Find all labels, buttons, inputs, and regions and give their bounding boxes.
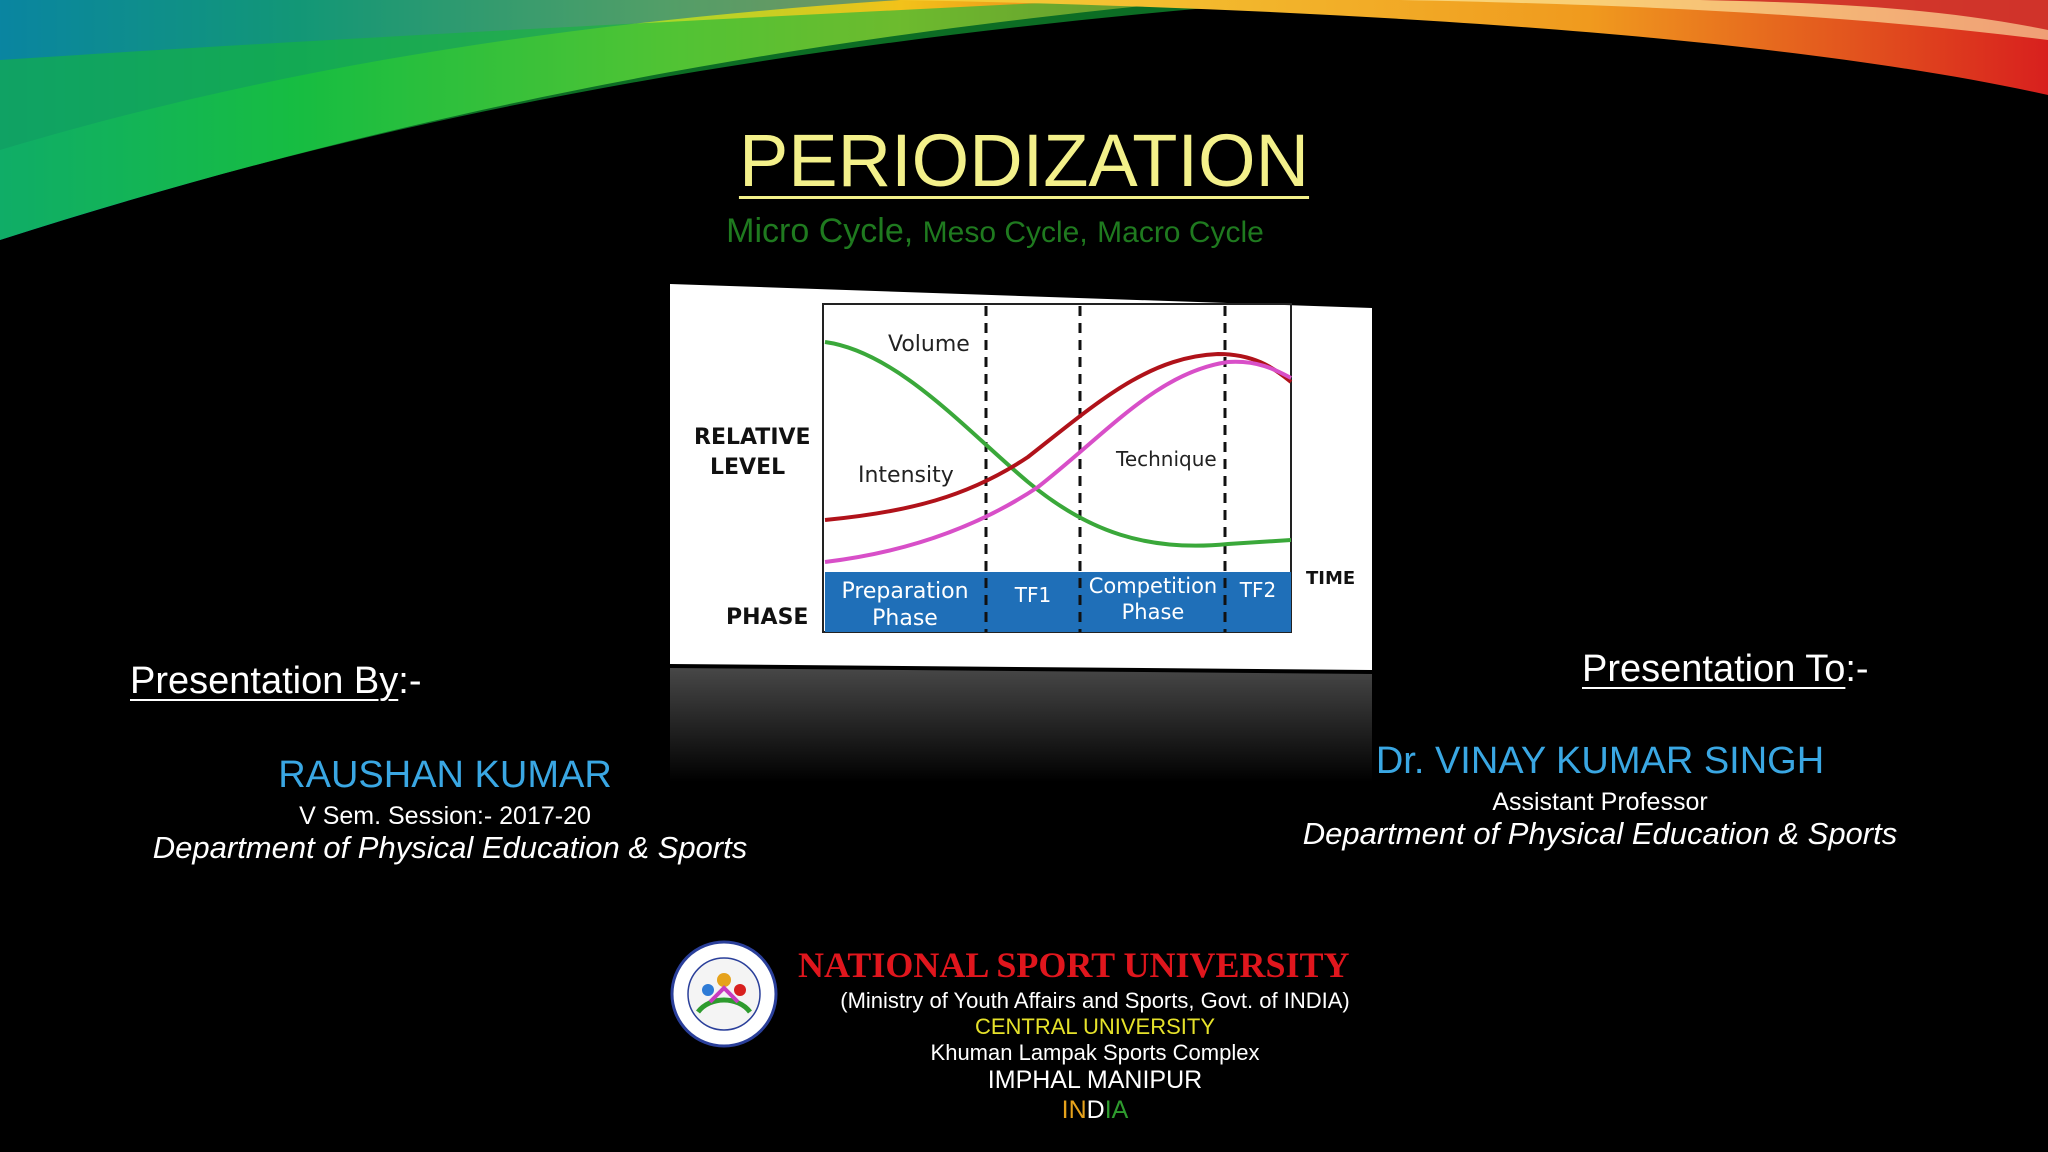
time-axis-label: TIME bbox=[1306, 568, 1355, 589]
presented-to-text: Presentation To bbox=[1582, 648, 1846, 690]
presented-to-heading: Presentation To:- bbox=[1582, 648, 1869, 691]
intensity-label: Intensity bbox=[858, 463, 954, 488]
presented-to-suffix: :- bbox=[1845, 648, 1869, 690]
volume-curve bbox=[824, 340, 1292, 548]
recipient-role: Assistant Professor bbox=[1492, 788, 1708, 816]
university-city: IMPHAL MANIPUR bbox=[987, 1066, 1203, 1094]
recipient-department: Department of Physical Education & Sport… bbox=[1302, 816, 1898, 851]
phase-tf2: TF2 bbox=[1239, 578, 1276, 602]
periodization-chart: Volume Intensity Technique RELATIVE LEVE… bbox=[670, 284, 1372, 782]
decorative-swoosh bbox=[0, 0, 2048, 240]
technique-curve bbox=[824, 359, 1292, 564]
presented-by-suffix: :- bbox=[398, 660, 422, 702]
country-part-1: IN bbox=[1061, 1096, 1087, 1124]
phase-axis-label: PHASE bbox=[726, 605, 808, 630]
presented-by-text: Presentation By bbox=[130, 660, 399, 702]
phase-competition-2: Phase bbox=[1122, 600, 1185, 624]
presenter-session: V Sem. Session:- 2017-20 bbox=[299, 802, 591, 830]
phase-preparation-2: Phase bbox=[872, 606, 938, 631]
university-type: CENTRAL UNIVERSITY bbox=[974, 1014, 1215, 1039]
country-part-3: IA bbox=[1104, 1096, 1129, 1124]
presenter-department: Department of Physical Education & Sport… bbox=[152, 830, 748, 865]
country-part-2: D bbox=[1086, 1096, 1105, 1124]
university-seal-icon bbox=[670, 940, 778, 1048]
technique-label: Technique bbox=[1115, 447, 1217, 471]
phase-bar bbox=[825, 572, 1291, 632]
presented-by-heading: Presentation By:- bbox=[130, 660, 421, 703]
university-country: INDIA bbox=[790, 1096, 1400, 1125]
phase-preparation-1: Preparation bbox=[841, 579, 968, 604]
subtitle-meso: Meso Cycle, bbox=[922, 216, 1088, 249]
slide-subtitle: Micro Cycle, Meso Cycle, Macro Cycle bbox=[0, 212, 1990, 251]
phase-tf1: TF1 bbox=[1014, 583, 1051, 607]
university-name: NATIONAL SPORT UNIVERSITY bbox=[798, 945, 1350, 985]
university-ministry: (Ministry of Youth Affairs and Sports, G… bbox=[840, 988, 1350, 1013]
recipient-name: Dr. VINAY KUMAR SINGH bbox=[1375, 740, 1825, 782]
intensity-curve bbox=[824, 351, 1293, 522]
y-axis-label-1: RELATIVE bbox=[694, 425, 811, 450]
university-complex: Khuman Lampak Sports Complex bbox=[930, 1040, 1260, 1065]
subtitle-macro: Macro Cycle bbox=[1097, 216, 1264, 249]
volume-label: Volume bbox=[888, 332, 970, 357]
y-axis-label-2: LEVEL bbox=[710, 455, 785, 480]
presenter-name: RAUSHAN KUMAR bbox=[278, 754, 612, 796]
phase-competition-1: Competition bbox=[1089, 574, 1218, 598]
slide-title: PERIODIZATION bbox=[738, 119, 1310, 202]
subtitle-micro: Micro Cycle, bbox=[726, 212, 914, 250]
